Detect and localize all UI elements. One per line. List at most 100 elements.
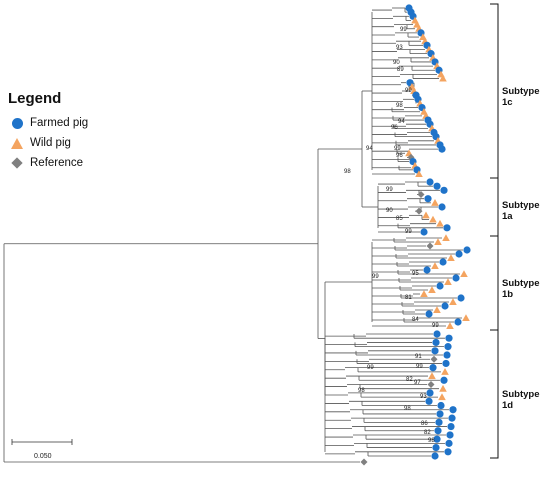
reference-tip: [360, 458, 368, 466]
wild-pig-tip: [420, 290, 428, 297]
farmed-pig-tip: [452, 274, 460, 282]
wild-pig-tip: [422, 211, 430, 219]
bootstrap-value: 84: [412, 317, 419, 323]
wild-pig-tip: [446, 322, 454, 329]
tree-branches: [3, 7, 463, 463]
farmed-pig-tip: [433, 330, 441, 338]
bootstrap-value: 90: [386, 208, 393, 214]
farmed-pig-tip: [424, 195, 432, 203]
bootstrap-value: 99: [386, 187, 393, 193]
triangle-icon: [8, 137, 26, 149]
reference-tip: [426, 242, 434, 250]
farmed-pig-tip: [444, 343, 452, 351]
bootstrap-value: 86: [421, 421, 428, 427]
farmed-pig-tip: [439, 258, 447, 266]
wild-pig-tip: [442, 234, 450, 241]
farmed-pig-tip: [438, 145, 446, 153]
wild-pig-tip: [462, 314, 470, 321]
farmed-pig-tip: [445, 439, 453, 447]
tree-tips: [360, 4, 471, 466]
bracket-subtype-1d: [490, 329, 499, 459]
legend-item-farmed: Farmed pig: [8, 113, 128, 133]
bootstrap-value: 96: [396, 153, 403, 159]
farmed-pig-tip: [440, 376, 448, 384]
farmed-pig-tip: [436, 410, 444, 418]
farmed-pig-tip: [429, 364, 437, 372]
wild-pig-tip: [434, 238, 442, 245]
scale-bar: [11, 439, 73, 445]
farmed-pig-tip: [434, 427, 442, 435]
label-subtype-1a: Subtype 1a: [502, 200, 540, 222]
farmed-pig-tip: [440, 186, 448, 194]
bootstrap-value: 98: [428, 438, 435, 444]
farmed-pig-tip: [448, 414, 456, 422]
legend-label-reference: Reference: [30, 157, 84, 169]
farmed-pig-tip: [432, 443, 440, 452]
farmed-pig-tip: [438, 203, 446, 211]
bracket-subtype-1c: [490, 3, 499, 179]
wild-pig-tip: [449, 298, 457, 305]
label-subtype-1b: Subtype 1b: [502, 278, 540, 300]
bootstrap-value: 98: [358, 388, 365, 394]
wild-pig-tip: [431, 199, 439, 206]
bootstrap-value: 99: [416, 364, 423, 370]
bootstrap-value: 89: [397, 67, 404, 73]
bootstrap-value: 99: [405, 88, 412, 94]
bootstrap-value: 91: [415, 354, 422, 360]
bootstrap-value: 98: [344, 169, 351, 175]
label-subtype-1c: Subtype 1c: [502, 86, 540, 108]
bootstrap-value: 99: [405, 229, 412, 235]
farmed-pig-tip: [441, 302, 449, 310]
bootstrap-value: 98: [396, 103, 403, 109]
bootstrap-value: 99: [367, 365, 374, 371]
farmed-pig-tip: [446, 431, 454, 439]
wild-pig-tip: [439, 384, 447, 392]
bootstrap-value: 93: [396, 45, 403, 51]
bootstrap-value: 94: [398, 119, 405, 125]
bootstrap-value: 82: [406, 377, 413, 383]
legend: Legend Farmed pig Wild pig Reference: [8, 90, 128, 173]
legend-label-wild: Wild pig: [30, 137, 71, 149]
farmed-pig-tip: [437, 401, 445, 410]
wild-pig-tip: [436, 219, 444, 227]
farmed-pig-tip: [425, 397, 433, 405]
wild-pig-tip: [447, 254, 455, 261]
legend-label-farmed: Farmed pig: [30, 117, 89, 129]
bracket-subtype-1a: [490, 177, 499, 237]
legend-title: Legend: [8, 90, 62, 107]
wild-pig-tip: [428, 372, 436, 380]
reference-tip: [427, 380, 435, 388]
farmed-pig-tip: [447, 422, 455, 431]
wild-pig-tip: [428, 286, 436, 293]
farmed-pig-tip: [426, 178, 434, 186]
farmed-pig-tip: [433, 182, 441, 190]
bootstrap-value: 81: [405, 295, 412, 301]
farmed-pig-tip: [444, 448, 452, 456]
farmed-pig-tip: [433, 435, 441, 443]
farmed-pig-tip: [455, 250, 463, 258]
reference-tip: [430, 355, 438, 363]
bootstrap-value: 99: [394, 146, 401, 152]
circle-icon: [8, 117, 26, 129]
farmed-pig-tip: [436, 282, 444, 290]
farmed-pig-tip: [432, 338, 440, 347]
bootstrap-value: 97: [414, 380, 421, 386]
farmed-pig-tip: [431, 452, 439, 460]
farmed-pig-tip: [423, 266, 431, 274]
legend-item-wild: Wild pig: [8, 133, 128, 153]
farmed-pig-tip: [435, 418, 443, 426]
wild-pig-tip: [438, 393, 446, 401]
farmed-pig-tip: [457, 294, 465, 302]
wild-pig-tip: [431, 262, 439, 269]
legend-item-reference: Reference: [8, 153, 128, 173]
wild-pig-tip: [439, 74, 447, 82]
bootstrap-value: 96: [391, 125, 398, 131]
bootstrap-value: 95: [412, 271, 419, 277]
subtype-brackets: [490, 3, 499, 459]
label-subtype-1d: Subtype 1d: [502, 389, 540, 411]
wild-pig-tip: [415, 170, 423, 177]
diamond-icon: [8, 157, 26, 169]
bootstrap-value: 93: [420, 394, 427, 400]
farmed-pig-tip: [454, 318, 462, 326]
